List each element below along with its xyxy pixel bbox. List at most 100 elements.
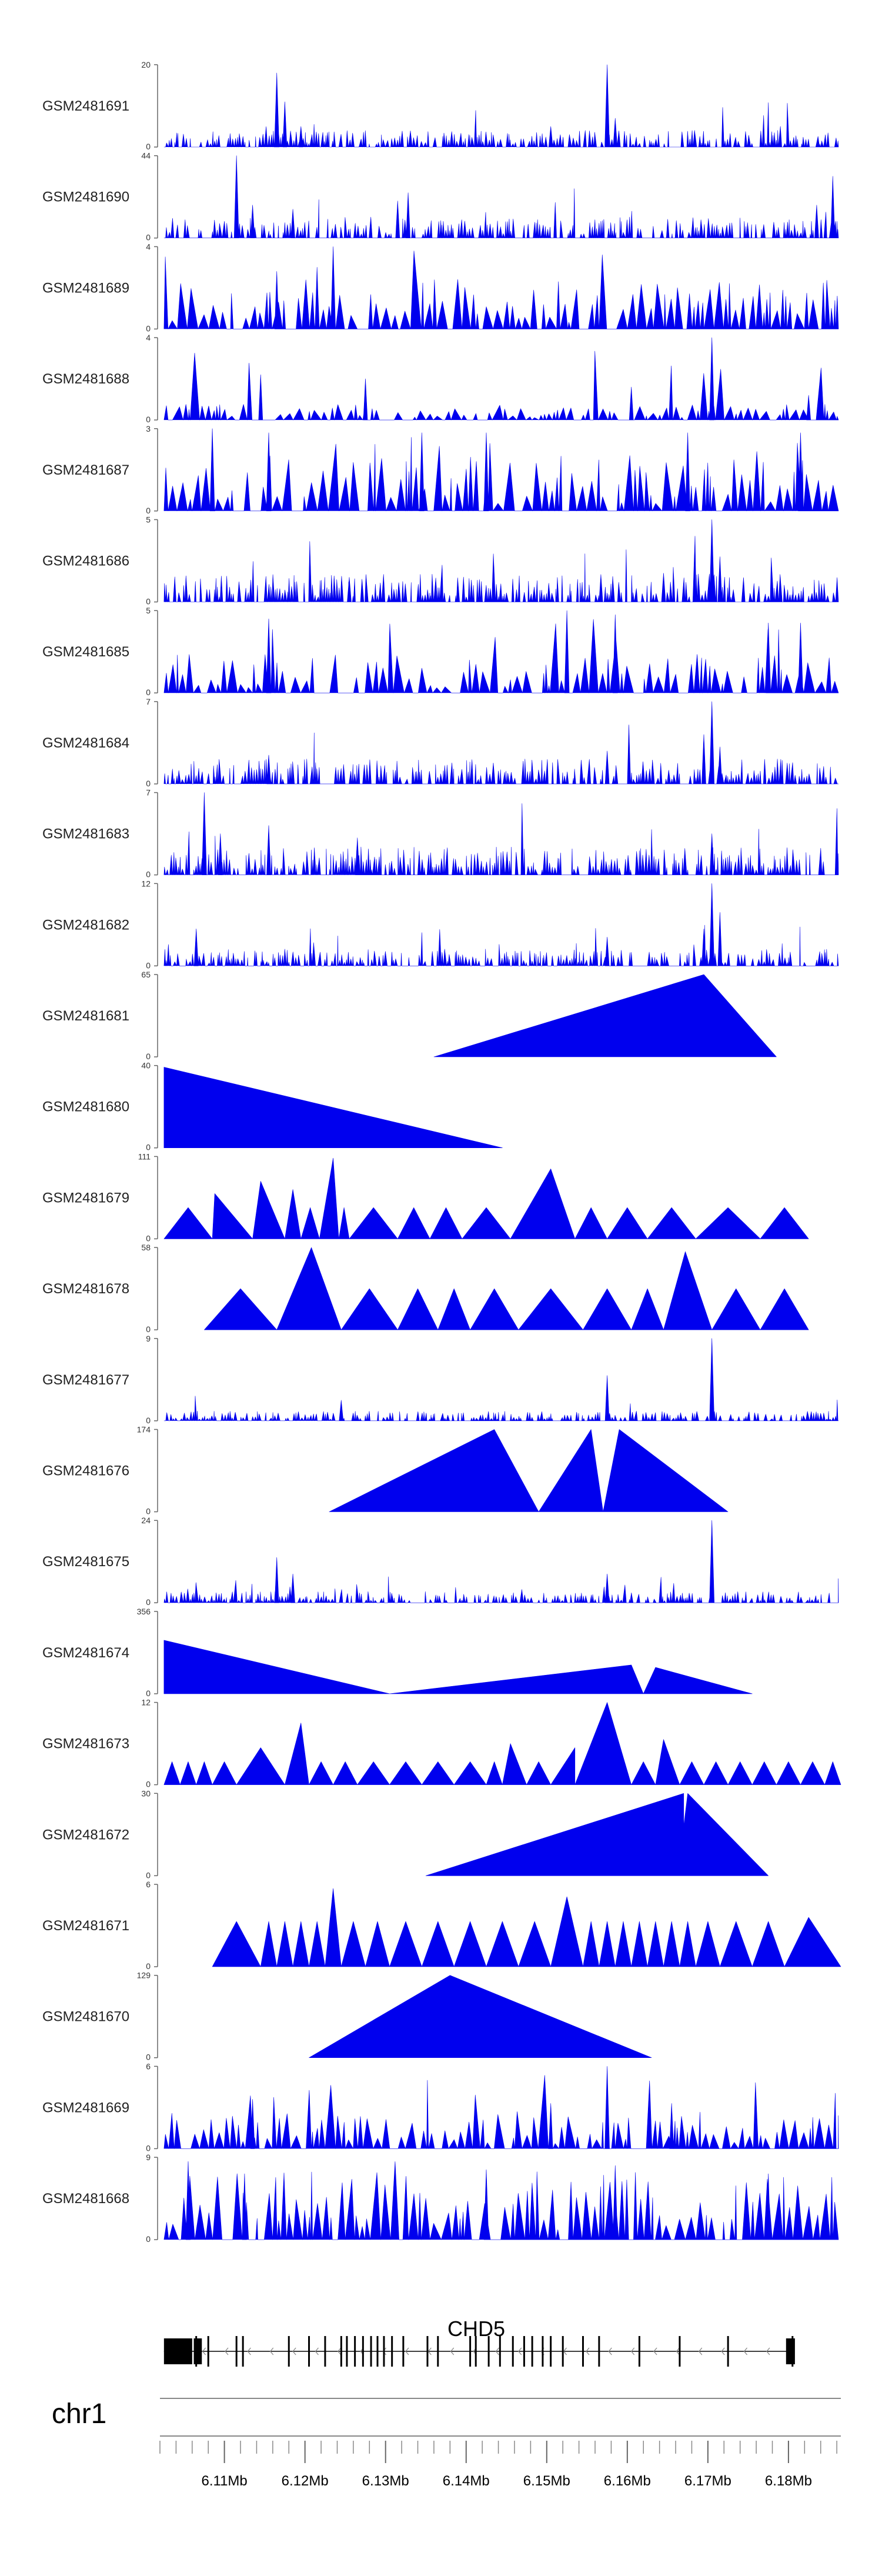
gene-exon [362, 2336, 364, 2367]
strand-arrow [225, 2347, 229, 2355]
gene-exon [523, 2336, 525, 2367]
track-label: GSM2481668 [42, 2191, 129, 2207]
gene-exon [487, 2336, 490, 2367]
gene-exon [346, 2336, 348, 2367]
y-axis-min-label: 0 [146, 1507, 151, 1516]
strand-arrow [202, 2347, 206, 2355]
axis-ticks: 6.11Mb 6.12Mb 6.13Mb 6.14Mb 6.15Mb 6.16Mb 6.17… [159, 2441, 837, 2489]
y-axis-max-label: 129 [137, 1971, 151, 1980]
coverage-area [433, 974, 777, 1057]
y-axis-min-label: 0 [146, 597, 151, 606]
y-axis-min-label: 0 [146, 1416, 151, 1425]
y-axis-min-label: 0 [146, 1324, 151, 1334]
gene-annotation-track: CHD5 [163, 2317, 795, 2367]
track-GSM2481671: GSM2481671 6 0 [42, 1880, 841, 1971]
strand-arrow [269, 2347, 274, 2355]
track-GSM2481672: GSM2481672 30 0 [42, 1788, 769, 1880]
strand-arrow [586, 2347, 590, 2355]
track-GSM2481688: GSM2481688 4 0 [42, 333, 839, 424]
gene-exon [308, 2336, 310, 2367]
strand-arrow [405, 2347, 409, 2355]
track-label: GSM2481678 [42, 1281, 129, 1297]
track-GSM2481681: GSM2481681 65 0 [42, 970, 777, 1061]
gene-exon [376, 2336, 379, 2367]
gene-exon [531, 2336, 533, 2367]
y-axis-min-label: 0 [146, 1780, 151, 1789]
chromosome-label: chr1 [52, 2398, 106, 2430]
strand-arrow [743, 2347, 748, 2355]
y-axis-max-label: 24 [141, 1516, 151, 1525]
y-axis-max-label: 30 [141, 1788, 151, 1798]
track-GSM2481689: GSM2481689 4 0 [42, 242, 839, 333]
track-GSM2481690: GSM2481690 44 0 [42, 151, 839, 242]
strand-arrow [630, 2347, 635, 2355]
gene-exon [370, 2336, 372, 2367]
y-axis-min-label: 0 [146, 960, 151, 970]
track-GSM2481680: GSM2481680 40 0 [42, 1061, 503, 1152]
track-label: GSM2481675 [42, 1554, 129, 1570]
track-label: GSM2481685 [42, 644, 129, 660]
coverage-area [212, 1888, 841, 1967]
strand-arrow [338, 2347, 342, 2355]
y-axis-max-label: 58 [141, 1243, 151, 1252]
axis-tick-label: 6.15Mb [523, 2473, 570, 2489]
y-axis-max-label: 12 [141, 879, 151, 888]
track-label: GSM2481689 [42, 280, 129, 296]
gene-exon [324, 2336, 326, 2367]
track-label: GSM2481672 [42, 1827, 129, 1843]
y-axis-min-label: 0 [146, 2234, 151, 2244]
y-axis-max-label: 12 [141, 1698, 151, 1707]
strand-arrow [766, 2347, 770, 2355]
axis-tick-label: 6.11Mb [201, 2473, 247, 2489]
coverage-area [163, 428, 839, 512]
coverage-area [163, 1702, 841, 1785]
y-axis-min-label: 0 [146, 1961, 151, 1971]
gene-exon [354, 2336, 356, 2367]
gene-exon [426, 2336, 429, 2367]
track-GSM2481675: GSM2481675 24 0 [42, 1516, 839, 1607]
strand-arrow [608, 2347, 612, 2355]
y-axis-min-label: 0 [146, 1233, 151, 1243]
coverage-area [163, 610, 839, 693]
coverage-tracks: GSM2481691200GSM2481690440GSM248168940GS… [42, 60, 841, 2244]
coverage-area [163, 792, 839, 875]
track-label: GSM2481691 [42, 98, 129, 114]
gene-model [163, 2336, 795, 2367]
axis-tick-label: 6.17Mb [684, 2473, 731, 2489]
gene-exon [437, 2336, 439, 2367]
coverage-area [163, 246, 839, 329]
gene-exon [340, 2336, 342, 2367]
strand-arrow [698, 2347, 703, 2355]
track-label: GSM2481673 [42, 1736, 129, 1752]
coverage-area [163, 1338, 839, 1422]
y-axis-max-label: 7 [146, 697, 151, 706]
track-label: GSM2481669 [42, 2100, 129, 2115]
gene-exon [727, 2336, 729, 2367]
y-axis-max-label: 111 [138, 1152, 151, 1161]
track-label: GSM2481688 [42, 371, 129, 387]
y-axis-max-label: 7 [146, 788, 151, 798]
track-label: GSM2481670 [42, 2009, 129, 2025]
axis-tick-label: 6.18Mb [765, 2473, 812, 2489]
gene-exon [550, 2336, 552, 2367]
y-axis-max-label: 5 [146, 606, 151, 615]
y-axis-max-label: 9 [146, 1334, 151, 1343]
coverage-area [329, 1429, 729, 1512]
track-GSM2481678: GSM2481678 58 0 [42, 1243, 809, 1334]
coverage-area [163, 2066, 839, 2149]
y-axis-min-label: 0 [146, 506, 151, 515]
track-GSM2481686: GSM2481686 5 0 [42, 515, 839, 606]
y-axis-max-label: 4 [146, 242, 151, 251]
y-axis-max-label: 9 [146, 2153, 151, 2162]
track-GSM2481668: GSM2481668 9 0 [42, 2153, 839, 2244]
track-label: GSM2481690 [42, 189, 129, 205]
track-GSM2481676: GSM2481676 174 0 [42, 1425, 729, 1516]
y-axis-max-label: 40 [141, 1061, 151, 1070]
track-GSM2481670: GSM2481670 129 0 [42, 1971, 652, 2062]
track-GSM2481685: GSM2481685 5 0 [42, 606, 839, 697]
y-axis-min-label: 0 [146, 2143, 151, 2153]
track-GSM2481691: GSM2481691 20 0 [42, 60, 839, 151]
track-GSM2481683: GSM2481683 7 0 [42, 788, 839, 879]
track-label: GSM2481687 [42, 462, 129, 478]
track-label: GSM2481676 [42, 1463, 129, 1479]
